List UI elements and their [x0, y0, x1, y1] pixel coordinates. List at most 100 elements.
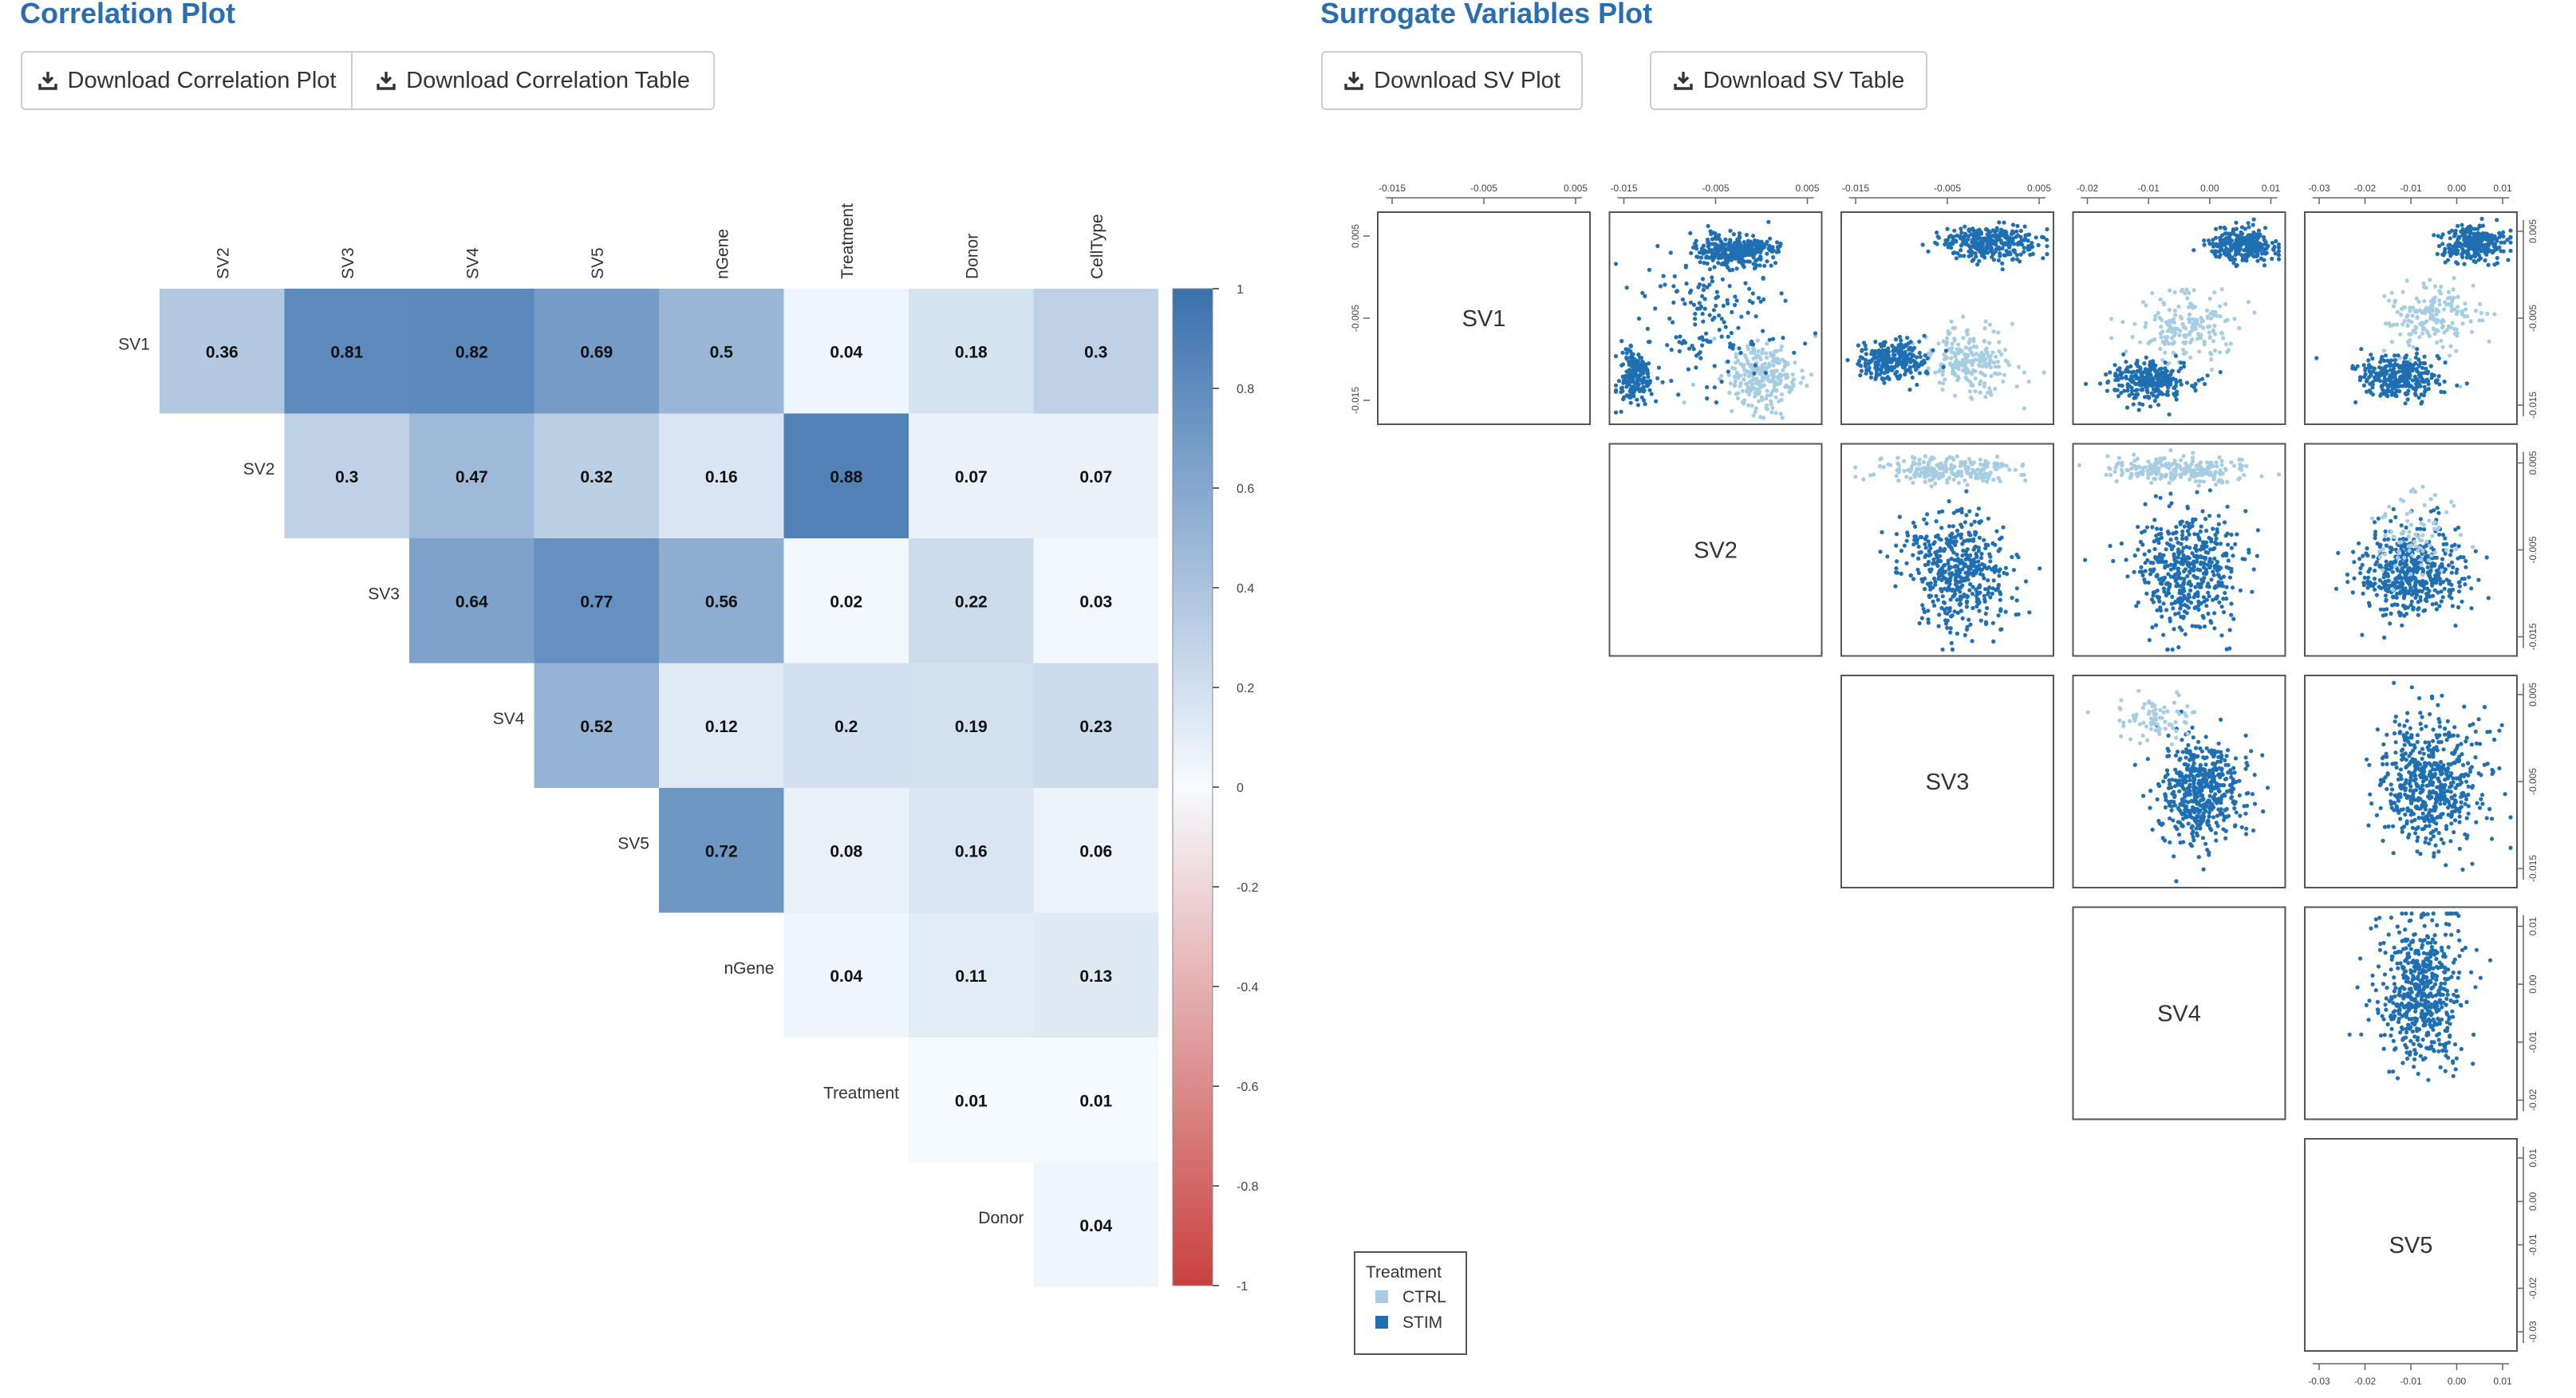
- sv-point: [1628, 376, 1633, 381]
- sv-point: [2436, 309, 2441, 314]
- sv-point: [1643, 364, 1648, 369]
- sv-point: [2160, 392, 2165, 396]
- sv-point: [2178, 522, 2183, 526]
- sv-point: [2139, 388, 2144, 392]
- sv-point: [2479, 234, 2483, 239]
- sv-point: [2163, 366, 2168, 371]
- sv-point: [2149, 480, 2154, 486]
- sv-point: [1941, 467, 1946, 471]
- sv-point: [2489, 233, 2494, 238]
- sv-point: [1756, 349, 1761, 353]
- sv-point: [2034, 235, 2038, 240]
- sv-point: [1869, 352, 1874, 356]
- sv-point: [2424, 309, 2429, 313]
- sv-point: [1969, 232, 1974, 237]
- sv-point: [2227, 232, 2231, 237]
- sv-point: [1788, 386, 1793, 391]
- sv-point: [1952, 472, 1957, 477]
- sv-point: [2400, 576, 2404, 581]
- sv-point: [2193, 575, 2198, 580]
- sv-point: [2477, 243, 2482, 249]
- sv-point: [1958, 472, 1963, 477]
- sv-point: [2414, 593, 2420, 597]
- sv-point: [2476, 237, 2481, 242]
- sv-point: [2175, 600, 2180, 604]
- sv-point: [1967, 359, 1971, 364]
- sv-point: [2003, 358, 2009, 363]
- sv-point: [1630, 355, 1635, 360]
- sv-point: [2497, 245, 2502, 250]
- sv-point: [2179, 458, 2183, 463]
- sv-point: [2399, 366, 2404, 371]
- sv-point: [1994, 462, 1998, 467]
- sv-point: [2468, 246, 2472, 251]
- download-sv-plot-button[interactable]: Download SV Plot: [1321, 51, 1583, 110]
- sv-point: [1967, 570, 1971, 575]
- sv-point: [2420, 589, 2424, 594]
- sv-point: [1750, 339, 1754, 344]
- sv-point: [2383, 579, 2388, 584]
- sv-point: [1734, 370, 1739, 375]
- sv-point: [1623, 375, 1627, 380]
- sv-point: [1647, 267, 1651, 272]
- sv-point: [1734, 360, 1738, 365]
- sv-point: [2217, 304, 2223, 309]
- sv-point: [2373, 371, 2379, 376]
- sv-point: [2419, 401, 2424, 406]
- sv-point: [1880, 364, 1884, 369]
- sv-point: [2223, 251, 2227, 256]
- sv-point: [2146, 341, 2151, 346]
- sv-point: [1750, 249, 1754, 254]
- sv-point: [2150, 338, 2155, 343]
- sv-point: [1757, 243, 1761, 248]
- sv-point: [2224, 565, 2229, 569]
- sv-point: [1639, 372, 1643, 377]
- sv-point: [2158, 608, 2164, 613]
- sv-point: [1994, 246, 1998, 252]
- sv-point: [2002, 242, 2007, 247]
- sv-point: [1783, 298, 1788, 303]
- sv-point: [1986, 390, 1990, 395]
- sv-point: [1943, 546, 1947, 552]
- sv-point: [1920, 579, 1925, 584]
- download-sv-table-button[interactable]: Download SV Table: [1650, 51, 1927, 110]
- sv-point: [1908, 469, 1913, 474]
- sv-point: [1965, 599, 1970, 604]
- sv-point: [1951, 371, 1955, 376]
- sv-point: [1752, 349, 1757, 353]
- sv-point: [1718, 255, 1723, 260]
- heatmap-cell-value: 0.3: [335, 468, 358, 486]
- sv-point: [2217, 574, 2222, 579]
- sv-point: [1953, 354, 1958, 359]
- sv-point: [2226, 558, 2231, 563]
- sv-point: [2231, 230, 2235, 234]
- sv-point: [1977, 608, 1982, 613]
- sv-point: [1915, 567, 1920, 572]
- sv-point: [2205, 314, 2210, 319]
- sv-point: [1933, 561, 1938, 565]
- sv-point: [1894, 559, 1899, 564]
- sv-point: [2436, 318, 2440, 323]
- sv-point: [1927, 549, 1931, 553]
- sv-point: [2367, 375, 2372, 380]
- sv-point: [2406, 380, 2411, 384]
- sv-point: [2427, 573, 2432, 578]
- sv-point: [2398, 562, 2403, 567]
- heatmap-cell-value: 0.5: [710, 343, 734, 361]
- sv-point: [1719, 255, 1724, 260]
- sv-point: [1883, 353, 1888, 359]
- sv-point: [2229, 248, 2234, 253]
- sv-point: [2164, 593, 2168, 598]
- sv-point: [1973, 357, 1978, 362]
- heatmap-cell-value: 0.07: [1079, 468, 1112, 486]
- sv-point: [2455, 383, 2460, 388]
- sv-point: [2140, 542, 2145, 547]
- sv-point: [2208, 547, 2213, 552]
- sv-point: [2389, 380, 2394, 384]
- sv-point: [1991, 251, 1996, 256]
- sv-point: [2256, 228, 2262, 233]
- sv-point: [1917, 462, 1922, 467]
- sv-point: [1742, 265, 1746, 270]
- sv-point: [2391, 368, 2396, 373]
- sv-point: [2159, 535, 2164, 541]
